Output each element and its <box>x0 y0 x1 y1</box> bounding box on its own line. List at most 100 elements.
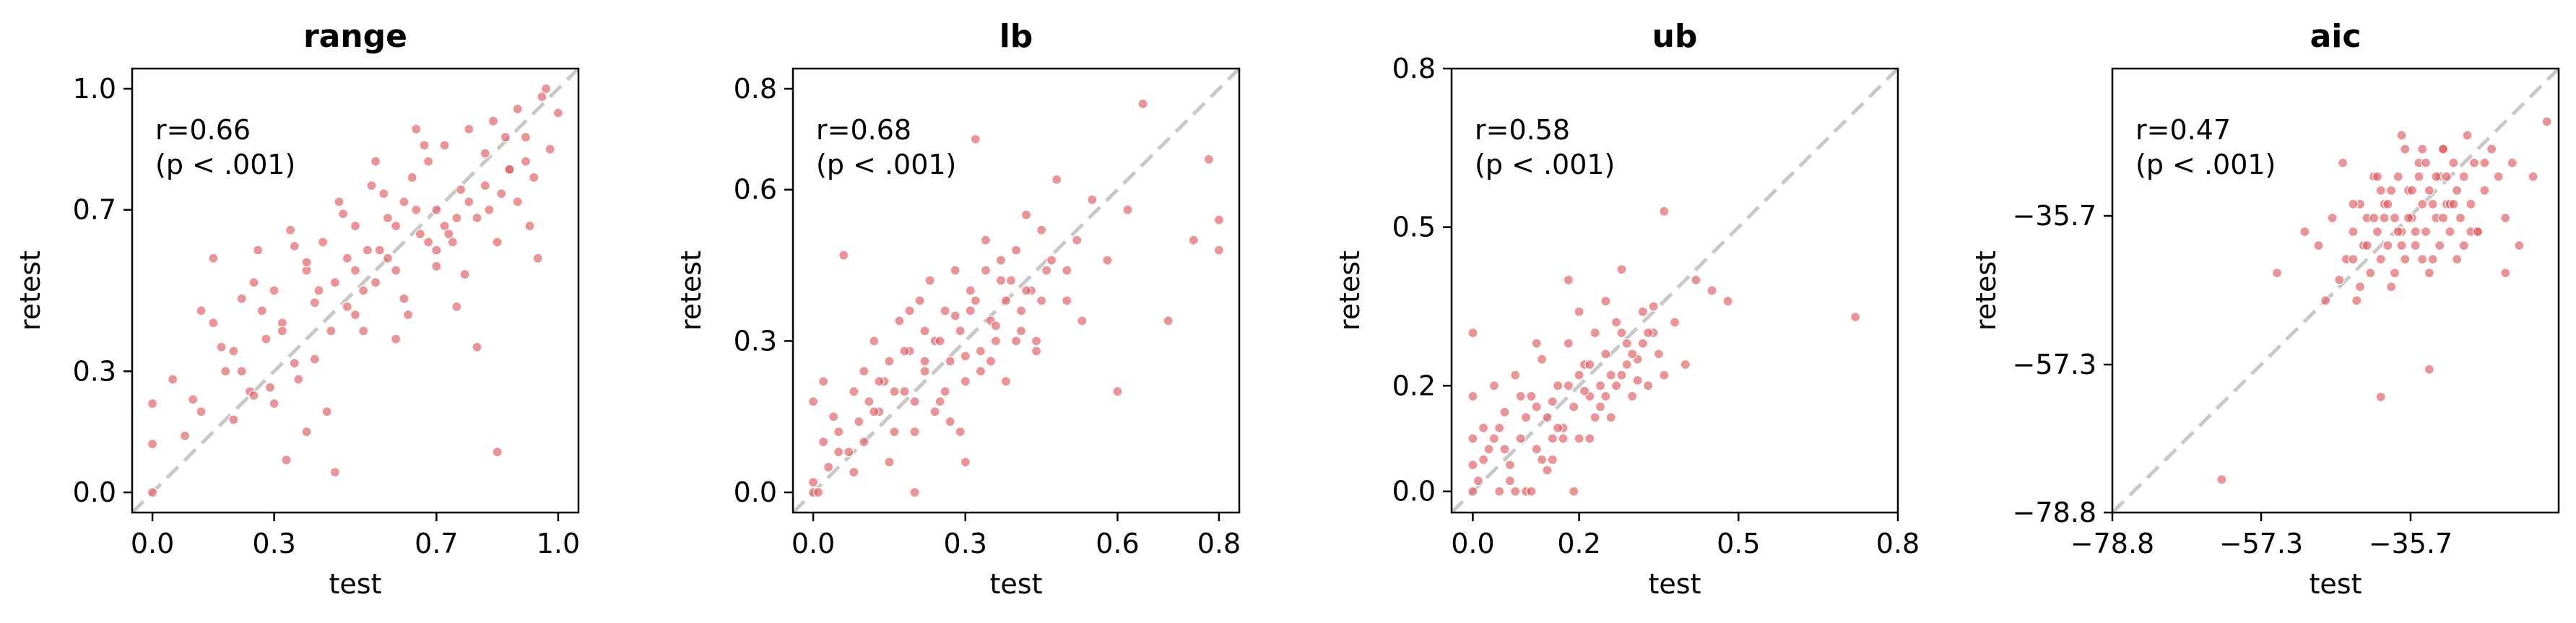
data-point <box>1499 406 1510 417</box>
data-point <box>391 265 402 276</box>
data-point <box>1669 317 1681 328</box>
data-point <box>1137 98 1148 110</box>
data-point <box>1122 204 1133 215</box>
data-point <box>1569 401 1579 412</box>
data-point <box>995 275 1007 286</box>
data-point <box>1062 265 1072 276</box>
data-point <box>2372 226 2383 238</box>
data-point <box>439 220 450 232</box>
panel-title: aic <box>2310 18 2362 55</box>
data-point <box>934 336 945 347</box>
data-point <box>2410 240 2421 251</box>
data-point <box>1616 264 1627 275</box>
data-point <box>1041 265 1052 276</box>
x-tick-label: 0.0 <box>131 528 174 559</box>
data-point <box>1637 306 1648 317</box>
data-point <box>960 351 971 362</box>
data-point <box>2452 185 2463 196</box>
data-point <box>884 356 895 367</box>
data-point <box>253 245 264 256</box>
x-tick-label: −78.8 <box>2070 528 2154 559</box>
data-point <box>326 326 337 336</box>
data-point <box>955 427 966 437</box>
y-tick-label: 0.3 <box>73 355 116 387</box>
axes-frame <box>792 67 1241 514</box>
data-point <box>914 295 925 306</box>
data-point <box>399 196 409 207</box>
data-point <box>208 253 219 263</box>
data-point <box>309 297 320 308</box>
data-point <box>2354 282 2366 292</box>
data-point <box>1616 370 1627 380</box>
y-axis-label: retest <box>14 250 46 331</box>
data-point <box>1036 225 1047 235</box>
data-point <box>2327 212 2338 224</box>
data-point <box>228 414 239 425</box>
y-tick-label: 0.0 <box>73 476 116 508</box>
data-point <box>366 180 377 191</box>
data-point <box>2351 295 2362 306</box>
data-point <box>1558 433 1569 444</box>
data-point <box>833 447 844 458</box>
x-tick-label: 0.0 <box>1451 528 1494 559</box>
data-point <box>370 277 381 288</box>
data-point <box>2528 171 2538 182</box>
y-axis-label: retest <box>1334 250 1366 331</box>
data-point <box>317 237 329 248</box>
data-point <box>423 156 434 167</box>
panel-lb: 0.0 0.3 0.6 0.8 0.0 0.3 0.6 0.8 lb test retest r=0.… <box>675 18 1241 600</box>
data-point <box>975 366 986 377</box>
correlation-annotation: r=0.58 <box>1475 114 1570 146</box>
data-point <box>1494 486 1505 497</box>
data-point <box>484 204 495 215</box>
data-point <box>350 220 361 232</box>
data-point <box>537 92 547 103</box>
axes-frame <box>1450 67 1899 514</box>
data-point <box>2386 282 2397 292</box>
correlation-annotation: (p < .001) <box>2135 149 2276 180</box>
data-point <box>419 140 430 151</box>
data-point <box>1600 296 1611 307</box>
data-point <box>480 148 490 159</box>
data-point <box>374 245 385 256</box>
data-point <box>1659 206 1670 217</box>
x-axis-label: test <box>990 568 1043 600</box>
data-point <box>407 172 417 183</box>
data-point <box>236 293 247 304</box>
y-axis-label: retest <box>675 250 707 331</box>
data-point <box>350 265 361 276</box>
data-point <box>950 310 960 321</box>
data-point <box>1020 285 1032 296</box>
data-point <box>2348 226 2359 238</box>
data-point <box>990 336 1002 347</box>
correlation-annotation: (p < .001) <box>1475 149 1615 180</box>
data-point <box>1563 338 1574 349</box>
data-point <box>1467 486 1478 497</box>
data-point <box>451 212 462 223</box>
panel-ub: 0.0 0.2 0.5 0.8 0.0 0.2 0.5 0.8 ub test retest r=0.… <box>1334 18 1920 600</box>
y-tick-label: 0.7 <box>73 194 116 226</box>
data-point <box>854 417 864 427</box>
data-point <box>1643 327 1654 339</box>
data-point <box>1536 454 1548 465</box>
data-point <box>844 447 854 458</box>
data-point <box>2441 171 2452 182</box>
data-point <box>2507 157 2518 168</box>
y-tick-label: 0.3 <box>734 325 777 357</box>
data-point <box>196 305 207 316</box>
data-point <box>1616 327 1627 339</box>
data-point <box>264 382 276 393</box>
x-tick-label: 0.8 <box>1197 528 1241 559</box>
data-point <box>423 237 434 248</box>
data-point <box>1488 433 1499 444</box>
data-point <box>216 341 227 352</box>
data-point <box>431 245 442 256</box>
data-point <box>1531 338 1542 349</box>
data-point <box>2393 171 2403 182</box>
data-point <box>1590 327 1600 339</box>
data-point <box>532 253 543 263</box>
data-point <box>2382 240 2393 251</box>
data-point <box>2337 157 2349 168</box>
data-point <box>2420 157 2432 168</box>
data-point <box>2427 199 2438 209</box>
